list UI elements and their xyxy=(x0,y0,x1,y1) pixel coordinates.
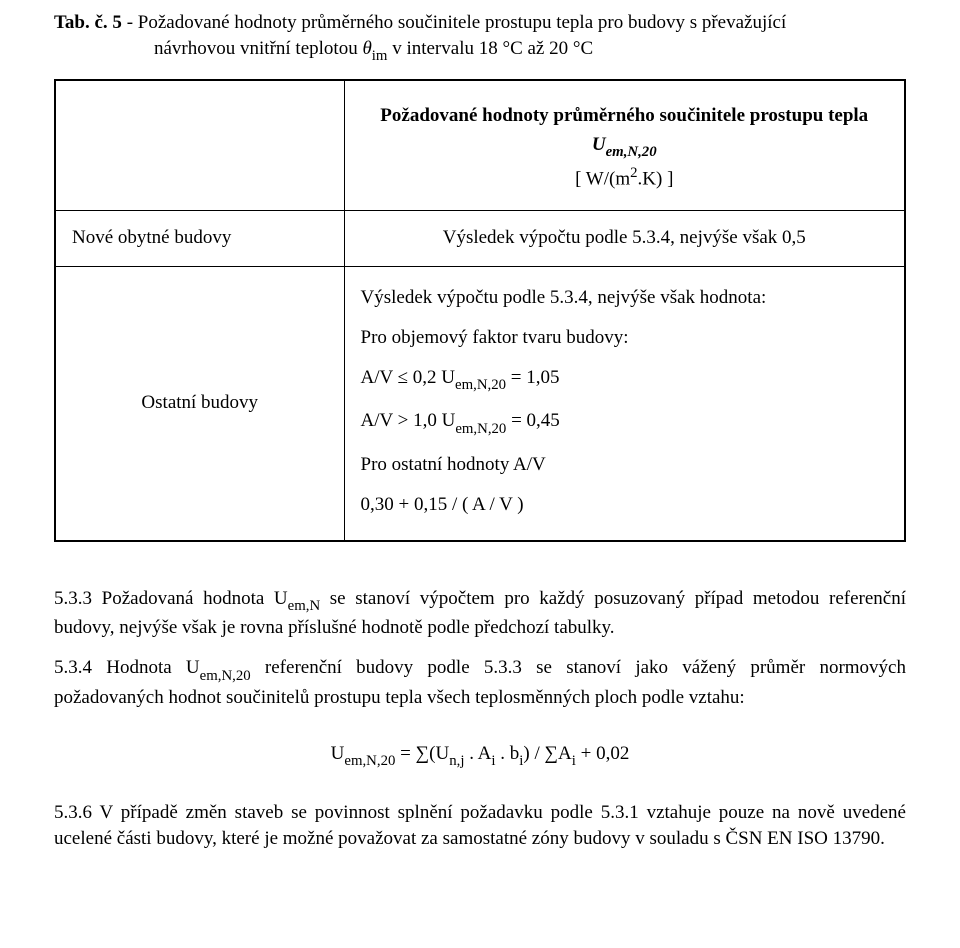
formula: Uem,N,20 = ∑(Un,j . Ai . bi) / ∑Ai + 0,0… xyxy=(54,741,906,770)
paragraph-534: 5.3.4 Hodnota Uem,N,20 referenční budovy… xyxy=(54,655,906,710)
ost-line-5: Pro ostatní hodnoty A/V xyxy=(361,452,889,478)
p533-text-a: 5.3.3 Požadovaná hodnota U xyxy=(54,588,288,609)
header-value-cell: Požadované hodnoty průměrného součinitel… xyxy=(344,80,905,211)
table-header-row: Požadované hodnoty průměrného součinitel… xyxy=(55,80,905,211)
table-row: Nové obytné budovy Výsledek výpočtu podl… xyxy=(55,211,905,266)
caption-text-2: návrhovou vnitřní teplotou xyxy=(154,38,362,59)
p536-text: 5.3.6 V případě změn staveb se povinnost… xyxy=(54,800,906,852)
header-unit: [ W/(m2.K) ] xyxy=(361,163,889,193)
row-ostatni-value: Výsledek výpočtu podle 5.3.4, nejvýše vš… xyxy=(344,266,905,541)
p534-sub: em,N,20 xyxy=(200,668,251,684)
paragraph-536: 5.3.6 V případě změn staveb se povinnost… xyxy=(54,800,906,852)
row-nove-label: Nové obytné budovy xyxy=(55,211,344,266)
row-ostatni-label: Ostatní budovy xyxy=(55,266,344,541)
theta-symbol: θ xyxy=(362,38,371,59)
caption-line2: návrhovou vnitřní teplotou θim v interva… xyxy=(54,36,906,65)
ost-line-2: Pro objemový faktor tvaru budovy: xyxy=(361,325,889,351)
ost-line-3: A/V ≤ 0,2 Uem,N,20 = 1,05 xyxy=(361,365,889,394)
header-empty-cell xyxy=(55,80,344,211)
ost-line-4: A/V > 1,0 Uem,N,20 = 0,45 xyxy=(361,408,889,437)
ost-line-1: Výsledek výpočtu podle 5.3.4, nejvýše vš… xyxy=(361,285,889,311)
requirements-table: Požadované hodnoty průměrného součinitel… xyxy=(54,79,906,542)
table-row: Ostatní budovy Výsledek výpočtu podle 5.… xyxy=(55,266,905,541)
header-title: Požadované hodnoty průměrného součinitel… xyxy=(361,103,889,129)
p533-sub: em,N xyxy=(288,598,321,614)
ost-line-6: 0,30 + 0,15 / ( A / V ) xyxy=(361,492,889,518)
header-symbol: Uem,N,20 xyxy=(361,132,889,161)
paragraph-533: 5.3.3 Požadovaná hodnota Uem,N se stanov… xyxy=(54,586,906,641)
caption-label: Tab. č. 5 xyxy=(54,12,122,33)
theta-sub: im xyxy=(372,48,388,64)
caption-text-1: - Požadované hodnoty průměrného součinit… xyxy=(122,12,786,33)
p534-text-a: 5.3.4 Hodnota U xyxy=(54,657,200,678)
caption-text-3: v intervalu 18 °C až 20 °C xyxy=(387,38,593,59)
table-caption: Tab. č. 5 - Požadované hodnoty průměrnéh… xyxy=(54,10,906,65)
row-nove-value: Výsledek výpočtu podle 5.3.4, nejvýše vš… xyxy=(344,211,905,266)
